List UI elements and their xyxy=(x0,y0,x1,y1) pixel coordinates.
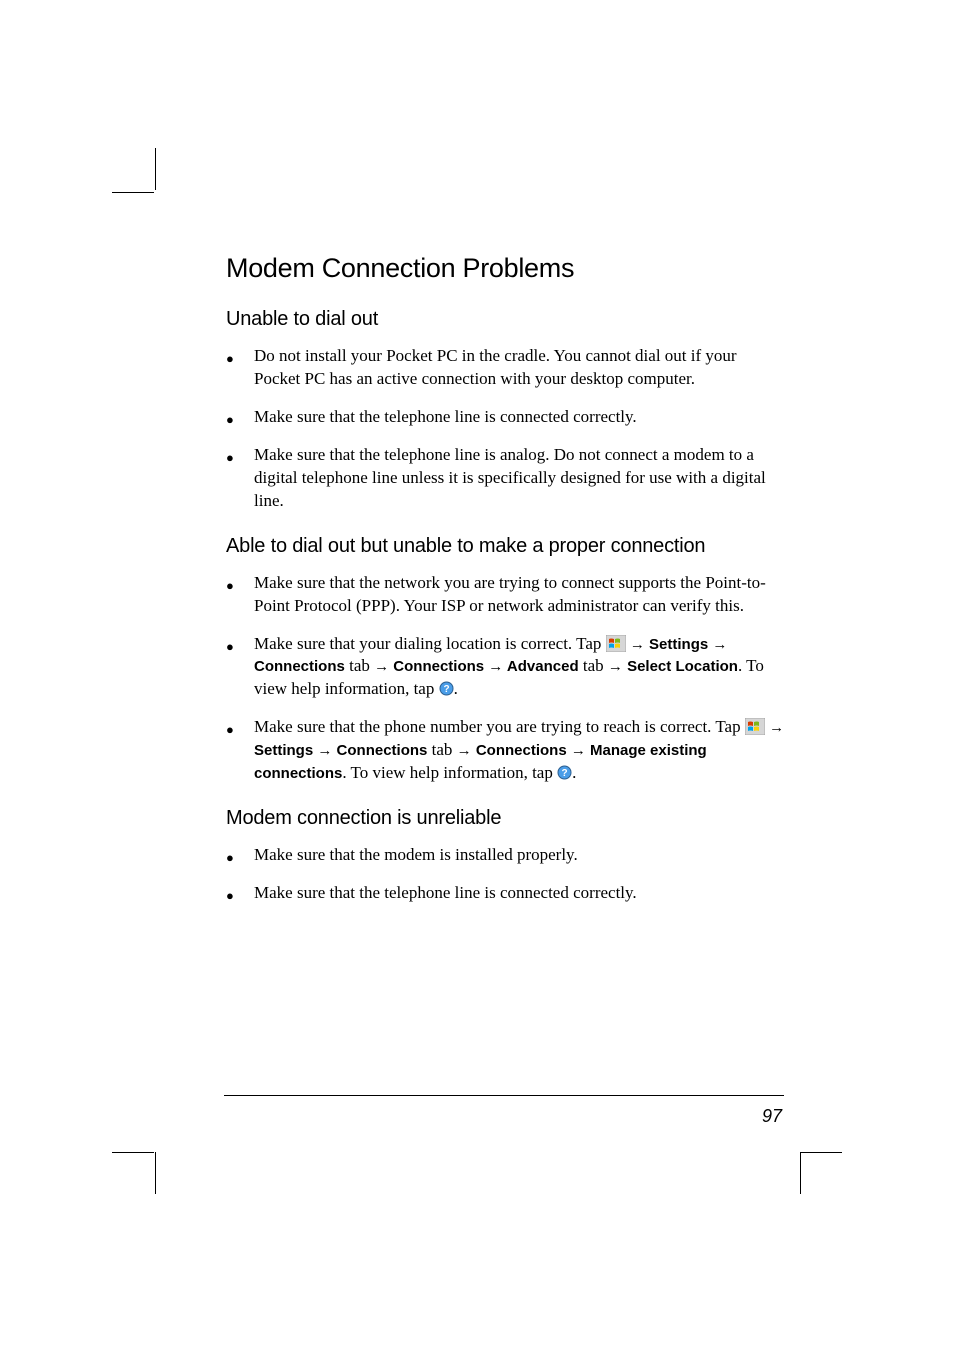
list-item: ● Make sure that the telephone line is c… xyxy=(226,406,786,429)
list-item: ● Make sure that the network you are try… xyxy=(226,572,786,618)
text-part: . xyxy=(572,763,576,782)
ui-label: Select Location xyxy=(627,658,738,675)
bullet-icon: ● xyxy=(226,345,254,391)
bullet-text: Make sure that the telephone line is ana… xyxy=(254,444,786,513)
ui-label: Connections xyxy=(337,742,428,759)
crop-mark xyxy=(155,1152,156,1194)
crop-mark xyxy=(800,1152,801,1194)
ui-label: Connections xyxy=(393,658,484,675)
arrow-icon: → xyxy=(708,636,727,653)
help-icon: ? xyxy=(439,681,454,696)
windows-start-icon xyxy=(745,718,765,735)
bullet-icon: ● xyxy=(226,406,254,429)
ui-label: Settings xyxy=(649,636,708,653)
sub-heading-able-dial: Able to dial out but unable to make a pr… xyxy=(226,535,786,558)
text-part: tab xyxy=(579,656,608,675)
crop-mark xyxy=(155,148,156,190)
svg-text:?: ? xyxy=(562,768,568,779)
arrow-icon: → xyxy=(313,742,336,759)
arrow-icon: → xyxy=(608,658,627,675)
arrow-icon: → xyxy=(630,636,649,653)
bullet-text: Do not install your Pocket PC in the cra… xyxy=(254,345,786,391)
list-item: ● Make sure that the telephone line is a… xyxy=(226,444,786,513)
ui-label: Settings xyxy=(254,742,313,759)
crop-mark xyxy=(800,1152,842,1153)
svg-text:?: ? xyxy=(443,684,449,695)
help-icon: ? xyxy=(557,765,572,780)
arrow-icon: → xyxy=(457,742,476,759)
arrow-icon: → xyxy=(374,658,393,675)
text-part: tab xyxy=(345,656,374,675)
text-part: tab xyxy=(427,740,456,759)
page-number: 97 xyxy=(762,1106,782,1127)
ui-label: Connections xyxy=(254,658,345,675)
list-item: ● Do not install your Pocket PC in the c… xyxy=(226,345,786,391)
footer-divider xyxy=(224,1095,784,1096)
bullet-text: Make sure that the network you are tryin… xyxy=(254,572,786,618)
bullet-text: Make sure that the modem is installed pr… xyxy=(254,844,786,867)
text-part: Make sure that the phone number you are … xyxy=(254,717,745,736)
text-part: Make sure that your dialing location is … xyxy=(254,634,606,653)
text-part: . xyxy=(454,679,458,698)
bullet-icon: ● xyxy=(226,633,254,702)
bullet-icon: ● xyxy=(226,572,254,618)
list-item: ● Make sure that the telephone line is c… xyxy=(226,882,786,905)
bullet-text: Make sure that the telephone line is con… xyxy=(254,882,786,905)
arrow-icon: → xyxy=(567,742,590,759)
ui-label: Advanced xyxy=(507,658,579,675)
text-part: . To view help information, tap xyxy=(342,763,557,782)
arrow-icon: → xyxy=(769,719,784,736)
list-item: ● Make sure that the phone number you ar… xyxy=(226,716,786,785)
sub-heading-unreliable: Modem connection is unreliable xyxy=(226,807,786,830)
bullet-icon: ● xyxy=(226,444,254,513)
bullet-text: Make sure that the telephone line is con… xyxy=(254,406,786,429)
bullet-icon: ● xyxy=(226,882,254,905)
sub-heading-unable-dial: Unable to dial out xyxy=(226,308,786,331)
crop-mark xyxy=(112,1152,154,1153)
bullet-icon: ● xyxy=(226,844,254,867)
windows-start-icon xyxy=(606,635,626,652)
crop-mark xyxy=(112,192,154,193)
list-item: ● Make sure that your dialing location i… xyxy=(226,633,786,702)
page-content: Modem Connection Problems Unable to dial… xyxy=(226,253,786,920)
main-heading: Modem Connection Problems xyxy=(226,253,786,284)
list-item: ● Make sure that the modem is installed … xyxy=(226,844,786,867)
bullet-icon: ● xyxy=(226,716,254,785)
bullet-text: Make sure that your dialing location is … xyxy=(254,633,786,702)
arrow-icon: → xyxy=(484,658,507,675)
ui-label: Connections xyxy=(476,742,567,759)
bullet-text: Make sure that the phone number you are … xyxy=(254,716,786,785)
